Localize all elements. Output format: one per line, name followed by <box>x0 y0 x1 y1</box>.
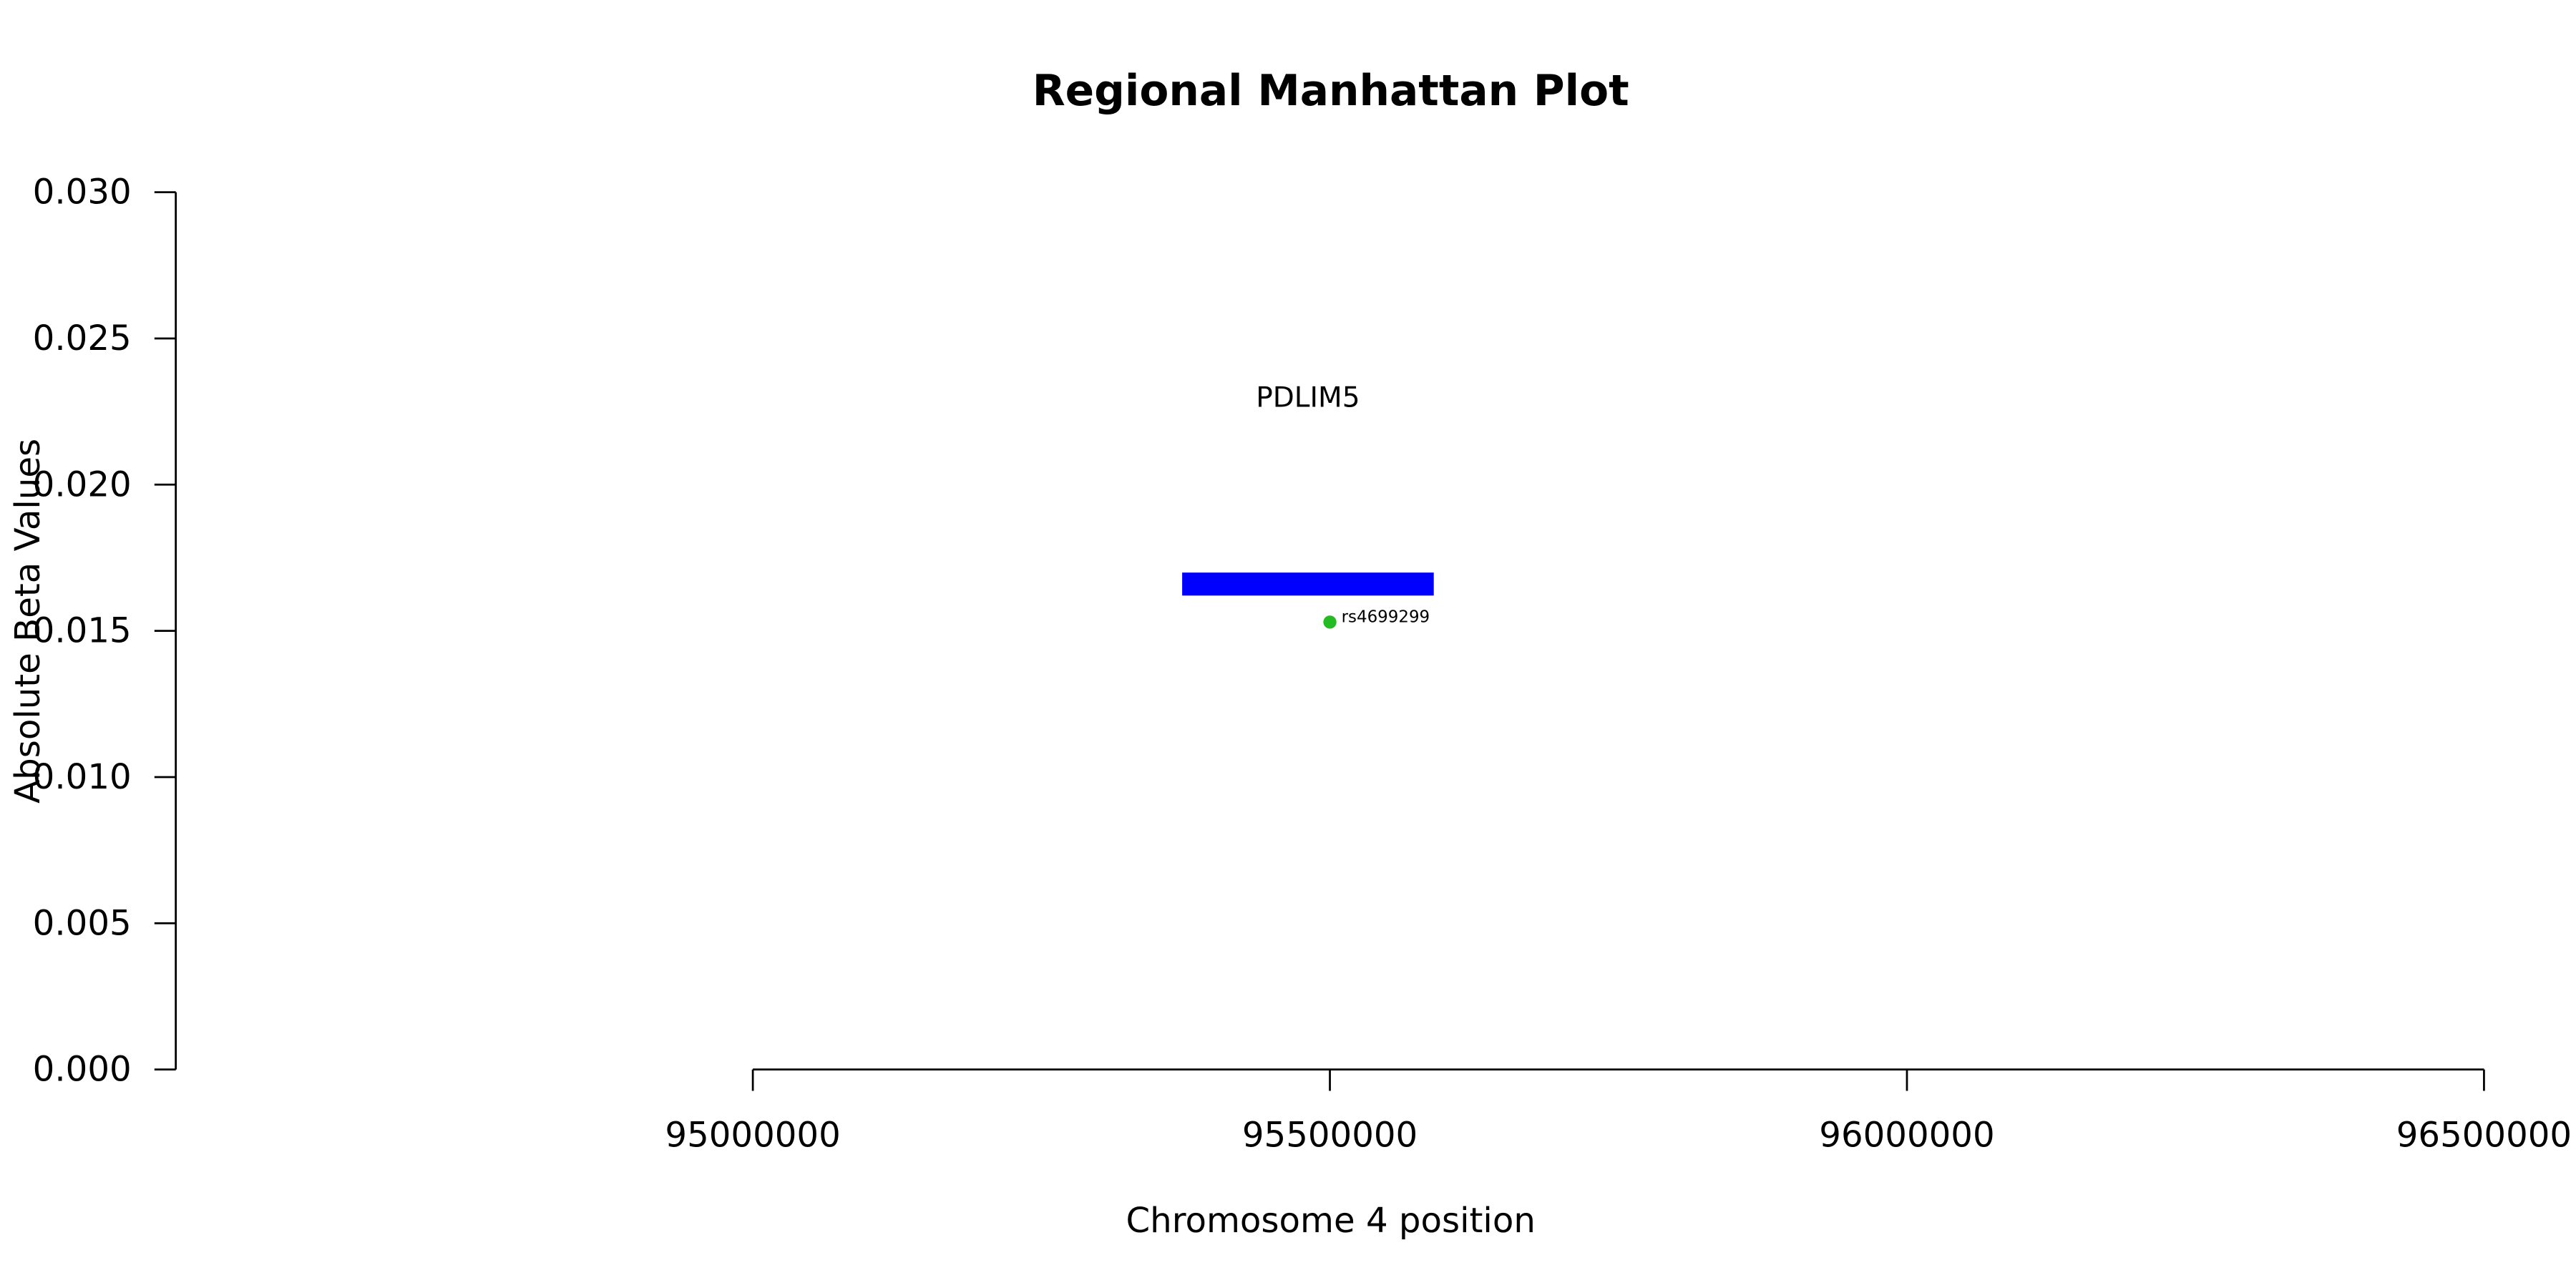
gene-label: PDLIM5 <box>1256 381 1360 414</box>
x-tick-label: 95500000 <box>1242 1116 1418 1156</box>
snp-point <box>1323 615 1337 629</box>
y-tick-label: 0.025 <box>33 318 132 358</box>
y-tick-label: 0.020 <box>33 464 132 504</box>
chart-title: Regional Manhattan Plot <box>1033 67 1629 116</box>
y-tick-label: 0.000 <box>33 1050 132 1090</box>
gene-bar <box>1182 572 1434 596</box>
x-tick-label: 96500000 <box>2396 1116 2572 1156</box>
x-axis-label: Chromosome 4 position <box>1126 1201 1536 1241</box>
x-tick-label: 95000000 <box>665 1116 840 1156</box>
y-axis-label: Absolute Beta Values <box>8 439 48 804</box>
y-tick-label: 0.030 <box>33 172 132 213</box>
y-tick-label: 0.010 <box>33 757 132 797</box>
y-tick-label: 0.015 <box>33 611 132 651</box>
snp-label: rs4699299 <box>1342 608 1430 626</box>
y-tick-label: 0.005 <box>33 903 132 943</box>
x-tick-label: 96000000 <box>1819 1116 1994 1156</box>
